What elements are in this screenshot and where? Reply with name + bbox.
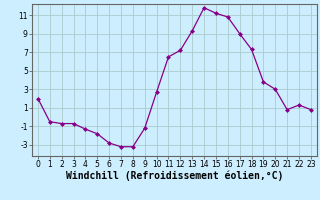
- X-axis label: Windchill (Refroidissement éolien,°C): Windchill (Refroidissement éolien,°C): [66, 171, 283, 181]
